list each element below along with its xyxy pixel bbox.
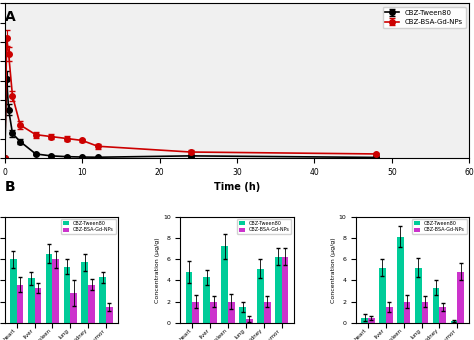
Bar [203,277,210,323]
Bar [35,288,41,323]
Bar [282,257,289,323]
Bar [10,259,17,323]
Bar [421,302,428,323]
Bar [99,277,106,323]
Bar [450,321,457,323]
Y-axis label: Concentration (μg/g): Concentration (μg/g) [331,237,336,303]
Bar [228,302,235,323]
Bar [386,307,392,323]
Bar [28,278,35,323]
Bar [53,259,59,323]
X-axis label: Time (h): Time (h) [214,182,260,192]
Bar [82,262,88,323]
Bar [361,318,368,323]
Legend: CBZ-Tween80, CBZ-BSA-Gd-NPs: CBZ-Tween80, CBZ-BSA-Gd-NPs [237,219,291,234]
Bar [264,302,271,323]
Legend: CBZ-Tween80, CBZ-BSA-Gd-NPs: CBZ-Tween80, CBZ-BSA-Gd-NPs [383,7,466,28]
Y-axis label: Concentration (μg/g): Concentration (μg/g) [155,237,160,303]
Bar [17,285,24,323]
Bar [433,288,439,323]
Bar [379,268,386,323]
Bar [439,307,446,323]
Legend: CBZ-Tween80, CBZ-BSA-Gd-NPs: CBZ-Tween80, CBZ-BSA-Gd-NPs [412,219,467,234]
Bar [88,285,95,323]
Bar [185,272,192,323]
Text: B: B [5,180,15,194]
Bar [246,319,253,323]
Bar [210,302,217,323]
Bar [397,237,404,323]
Bar [257,269,264,323]
Bar [70,293,77,323]
Bar [221,246,228,323]
Bar [275,257,282,323]
Bar [64,267,70,323]
Bar [368,318,375,323]
Bar [192,302,199,323]
Bar [457,272,464,323]
Legend: CBZ-Tween80, CBZ-BSA-Gd-NPs: CBZ-Tween80, CBZ-BSA-Gd-NPs [61,219,116,234]
Bar [404,302,410,323]
Text: A: A [5,10,16,24]
Bar [415,268,421,323]
Bar [239,307,246,323]
Bar [106,307,113,323]
Bar [46,254,53,323]
